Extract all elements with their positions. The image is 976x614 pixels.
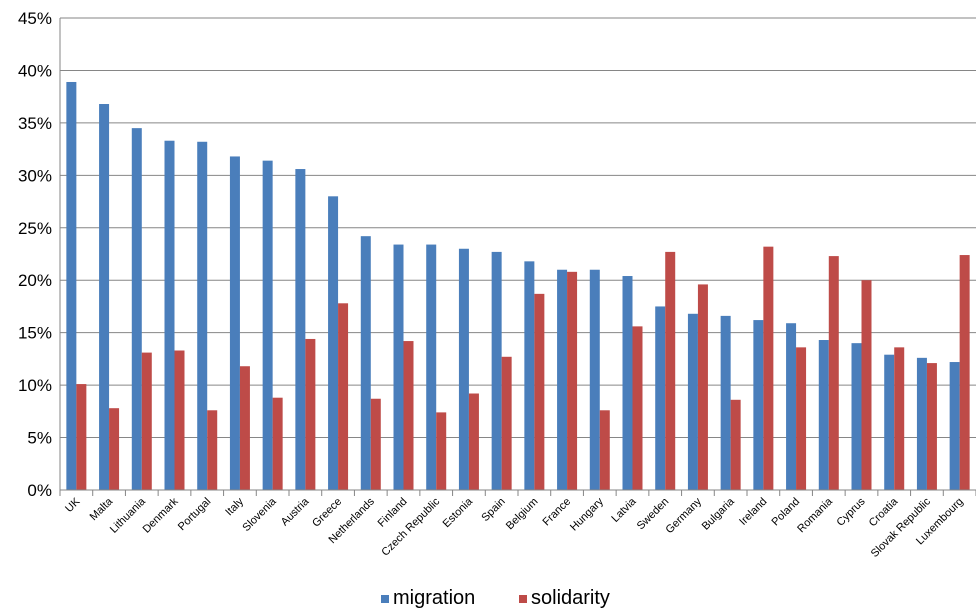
bar-migration: [622, 276, 633, 490]
bar-migration: [426, 244, 437, 490]
bar-solidarity: [436, 412, 447, 490]
bar-migration: [524, 261, 535, 490]
x-tick-label: UK: [63, 495, 83, 515]
bar-migration: [949, 362, 960, 490]
bar-solidarity: [567, 271, 578, 490]
bar-solidarity: [796, 347, 807, 490]
bar-migration: [753, 320, 764, 490]
bar-solidarity: [697, 284, 708, 490]
x-tick-label: Bulgaria: [700, 495, 738, 533]
bar-migration: [197, 141, 208, 490]
bar-solidarity: [338, 303, 349, 490]
bar-migration: [851, 343, 862, 490]
bar-migration: [164, 140, 175, 490]
bar-solidarity: [894, 347, 905, 490]
x-tick-label: Belgium: [504, 496, 541, 533]
bar-solidarity: [926, 363, 937, 490]
bar-solidarity: [109, 408, 120, 490]
bar-migration: [131, 128, 142, 490]
bar-solidarity: [305, 338, 316, 490]
bar-solidarity: [861, 280, 872, 490]
x-tick-label: Slovenia: [240, 495, 279, 534]
y-tick-label: 35%: [18, 114, 52, 133]
x-tick-label: Czech Republic: [379, 495, 442, 558]
x-tick-label: Latvia: [609, 495, 639, 525]
legend-swatch-migration: [381, 595, 389, 603]
bar-solidarity: [272, 397, 283, 490]
bar-solidarity: [632, 326, 643, 490]
bar-solidarity: [207, 410, 218, 490]
x-tick-label: Hungary: [568, 495, 606, 533]
bar-migration: [295, 169, 306, 491]
y-tick-label: 15%: [18, 324, 52, 343]
y-tick-label: 5%: [27, 429, 52, 448]
y-tick-label: 20%: [18, 271, 52, 290]
bar-migration: [99, 104, 110, 491]
legend-label-migration: migration: [393, 587, 475, 609]
x-tick-label: Estonia: [441, 495, 476, 530]
bar-solidarity: [730, 399, 741, 490]
y-tick-label: 45%: [18, 9, 52, 28]
bar-migration: [393, 244, 404, 490]
x-tick-label: Germany: [664, 495, 705, 536]
bar-migration: [786, 323, 797, 490]
legend-label-solidarity: solidarity: [531, 587, 610, 609]
bar-migration: [229, 156, 240, 490]
bar-solidarity: [501, 356, 512, 490]
y-tick-label: 25%: [18, 219, 52, 238]
bar-solidarity: [599, 410, 610, 490]
x-tick-label: Austria: [279, 495, 312, 528]
x-tick-label: Romania: [795, 495, 835, 535]
x-tick-label: Cyprus: [834, 495, 867, 528]
bar-solidarity: [370, 398, 381, 490]
bar-solidarity: [828, 256, 839, 490]
bar-migration: [884, 354, 895, 490]
bar-solidarity: [141, 352, 152, 490]
y-tick-label: 10%: [18, 376, 52, 395]
bar-migration: [720, 315, 731, 490]
bar-migration: [589, 269, 600, 490]
y-axis-tick-labels: 0% 5% 10% 15% 20% 25% 30% 35% 40% 45%: [18, 9, 52, 500]
bar-solidarity: [468, 393, 479, 490]
legend-swatch-solidarity: [519, 595, 527, 603]
bar-solidarity: [665, 251, 676, 490]
bar-migration: [818, 340, 829, 490]
y-tick-label: 0%: [27, 481, 52, 500]
bar-migration: [360, 236, 371, 490]
bar-migration: [557, 269, 568, 490]
x-tick-label: Malta: [88, 495, 116, 523]
bar-migration: [66, 81, 77, 490]
x-tick-label: Ireland: [737, 496, 769, 528]
bar-migration: [262, 160, 273, 490]
legend: migration solidarity: [381, 587, 610, 609]
x-tick-label: Spain: [479, 496, 507, 524]
bar-solidarity: [763, 246, 774, 490]
bar-migration: [655, 306, 666, 490]
gridlines: [60, 17, 976, 439]
axes: [59, 18, 976, 496]
bar-migration: [458, 248, 469, 490]
bar-solidarity: [534, 293, 545, 490]
x-tick-label: Portugal: [176, 496, 213, 533]
bar-solidarity: [239, 366, 250, 490]
bar-solidarity: [959, 255, 970, 490]
bars: [66, 81, 970, 491]
bar-solidarity: [403, 341, 414, 490]
x-tick-label: Italy: [223, 495, 246, 518]
bar-solidarity: [76, 384, 87, 490]
bar-migration: [491, 251, 502, 490]
x-tick-label: Denmark: [141, 495, 181, 535]
y-tick-label: 30%: [18, 166, 52, 185]
bar-migration: [328, 196, 339, 491]
bar-migration: [916, 357, 927, 490]
x-tick-label: Slovak Republic: [869, 495, 934, 560]
y-tick-label: 40%: [18, 61, 52, 80]
bar-migration: [687, 313, 698, 490]
bar-solidarity: [174, 350, 185, 490]
